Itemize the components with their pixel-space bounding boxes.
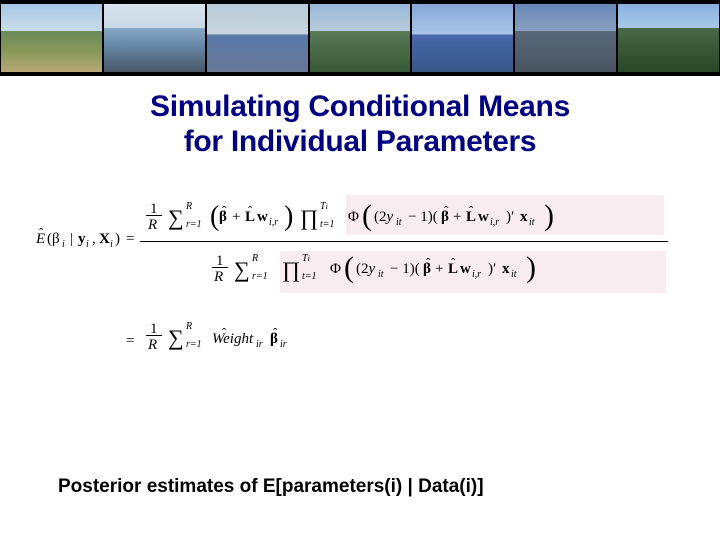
den-x-sub: it	[511, 269, 517, 280]
banner-landscape-4	[310, 4, 411, 72]
main-fraction-bar	[140, 241, 668, 242]
banner-landscape-1	[1, 4, 102, 72]
den-prod: ∏	[282, 257, 300, 283]
num-rp2: )	[544, 199, 554, 233]
num-minus: − 1)(	[408, 209, 438, 226]
num-R: R	[148, 217, 157, 234]
den-sigma-top: R	[252, 253, 258, 264]
den-Phi: Φ	[330, 261, 341, 278]
l2-R: R	[148, 337, 157, 354]
num-w2-sub: i,r	[490, 217, 499, 228]
den-prime: )′	[488, 261, 496, 278]
num-L: L	[245, 209, 255, 226]
den-prod-bot: t=1	[302, 271, 317, 282]
banner-landscape-5	[412, 4, 513, 72]
den-x: x	[502, 261, 510, 278]
num-sigma-top: R	[186, 201, 192, 212]
den-rp2: )	[526, 251, 536, 285]
lhs-eq: =	[126, 231, 134, 248]
den-R: R	[214, 269, 223, 286]
num-sigma-bot: r=1	[186, 219, 202, 230]
num-lp2: (	[362, 199, 372, 233]
num-w2: w	[478, 209, 489, 226]
lhs-bar: |	[70, 231, 73, 248]
num-prod: ∏	[300, 205, 318, 231]
banner-landscape-7	[618, 4, 719, 72]
l2-Weight: Weight	[212, 331, 253, 348]
banner-landscape-6	[515, 4, 616, 72]
den-1R-bar	[212, 267, 228, 268]
den-plus2: +	[435, 261, 443, 278]
lhs-yi: i	[86, 239, 89, 250]
lhs-E: E	[36, 231, 45, 248]
num-prod-bot: t=1	[320, 219, 335, 230]
l2-1R-bar	[146, 335, 162, 336]
den-yit: it	[378, 269, 384, 280]
num-yit: it	[396, 217, 402, 228]
l2-beta: β	[270, 331, 278, 348]
lhs-close: )	[115, 231, 120, 248]
l2-sigma: ∑	[168, 325, 184, 351]
num-w: w	[257, 209, 268, 226]
den-lp2: (	[344, 251, 354, 285]
num-plus: +	[232, 209, 240, 226]
banner-landscape-2	[104, 4, 205, 72]
num-rp1: )	[284, 201, 293, 233]
num-w-sub: i,r	[269, 217, 278, 228]
den-sigma: ∑	[234, 257, 250, 283]
den-inner1: (2y	[356, 261, 375, 278]
lhs-y: y	[78, 231, 86, 248]
num-prod-top: Ti	[320, 201, 328, 212]
title-line-2: for Individual Parameters	[184, 125, 537, 158]
banner-strip	[0, 0, 720, 76]
num-Phi: Φ	[348, 209, 359, 226]
lhs-open: (β	[47, 231, 60, 248]
title-line-1: Simulating Conditional Means	[150, 90, 570, 123]
num-lp1: (	[210, 201, 219, 233]
num-beta: β	[219, 209, 227, 226]
line2-eq: =	[126, 333, 134, 350]
l2-W-sub: ir	[256, 339, 263, 350]
formula-highlight-numerator	[346, 195, 664, 235]
l2-b-sub: ir	[280, 339, 287, 350]
formula-area: ˆ E (β i | y i , X i ) = 1 R ∑ R r=1 ( ˆ…	[0, 191, 720, 411]
lhs-Xi: i	[110, 239, 113, 250]
num-x: x	[520, 209, 528, 226]
lhs-i1: i	[62, 239, 65, 250]
num-beta2: β	[441, 209, 449, 226]
l2-sigma-bot: r=1	[186, 339, 202, 350]
banner-landscape-3	[207, 4, 308, 72]
num-sigma: ∑	[168, 205, 184, 231]
den-w2-sub: i,r	[472, 269, 481, 280]
num-L2: L	[466, 209, 476, 226]
den-sigma-bot: r=1	[252, 271, 268, 282]
num-prime: )′	[506, 209, 514, 226]
lhs-X: X	[99, 231, 110, 248]
lhs-comma: ,	[92, 231, 96, 248]
den-w2: w	[460, 261, 471, 278]
den-L2: L	[448, 261, 458, 278]
den-minus: − 1)(	[390, 261, 420, 278]
den-prod-top: Ti	[302, 253, 310, 264]
den-beta2: β	[423, 261, 431, 278]
num-1R-bar	[146, 215, 162, 216]
num-x-sub: it	[529, 217, 535, 228]
num-inner1: (2y	[374, 209, 393, 226]
l2-sigma-top: R	[186, 321, 192, 332]
slide-title: Simulating Conditional Means for Individ…	[0, 90, 720, 159]
num-plus2: +	[453, 209, 461, 226]
footer-caption: Posterior estimates of E[parameters(i) |…	[58, 476, 484, 498]
